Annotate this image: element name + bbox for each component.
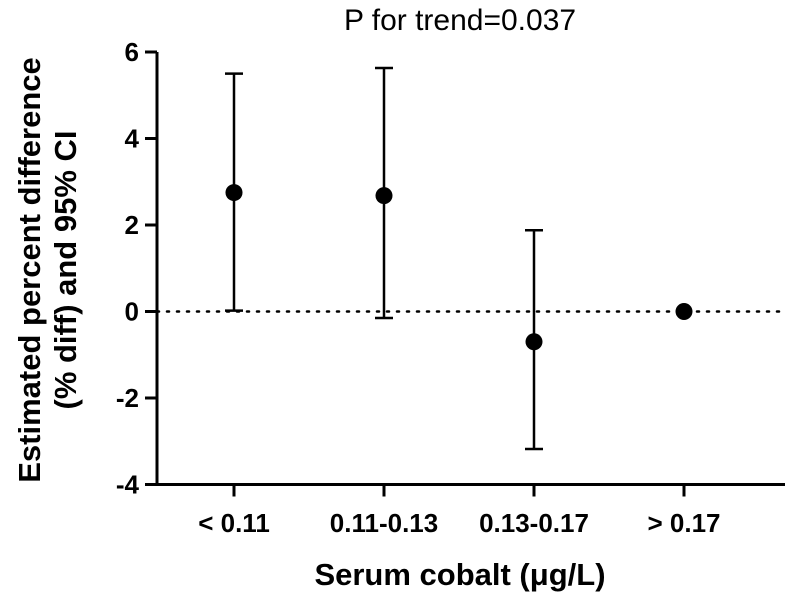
data-point [225,184,243,202]
y-tick-label: -2 [116,383,139,413]
data-point [375,187,393,205]
chart-title: P for trend=0.037 [344,4,576,37]
data-point [525,333,543,351]
y-tick-label: 2 [125,210,139,240]
data-point [675,303,693,320]
x-axis-label: Serum cobalt (μg/L) [314,557,605,592]
x-tick-label: 0.11-0.13 [330,508,438,538]
y-tick-label: 0 [125,297,139,327]
y-tick-label: 4 [125,124,140,154]
x-tick-label: > 0.17 [647,508,720,538]
y-axis-label: Estimated percent difference (% diff) an… [12,57,83,483]
x-ticks: < 0.11 0.11-0.13 0.13-0.17 > 0.17 [198,484,721,538]
y-tick-label: -4 [116,470,140,500]
y-axis-label-line-1: Estimated percent difference [12,57,47,483]
data-points [225,66,693,451]
y-axis-label-line-2: (% diff) and 95% CI [48,130,83,409]
y-ticks: -4 -2 0 2 4 6 [116,37,157,500]
x-tick-label: 0.13-0.17 [479,508,589,538]
y-tick-label: 6 [125,37,139,67]
x-tick-label: < 0.11 [198,508,270,538]
